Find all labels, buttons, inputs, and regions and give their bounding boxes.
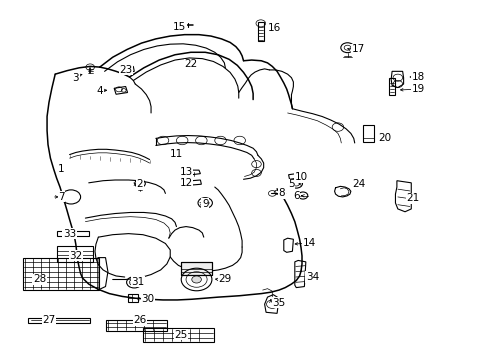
Text: 31: 31: [131, 276, 144, 287]
Text: 14: 14: [302, 238, 315, 248]
Bar: [181, 262, 211, 275]
Bar: [23, 258, 99, 290]
Text: 1: 1: [58, 165, 64, 174]
Text: 21: 21: [406, 193, 419, 203]
Bar: [388, 78, 394, 95]
Text: 25: 25: [174, 329, 187, 339]
Text: 35: 35: [272, 298, 285, 308]
Bar: [142, 328, 213, 342]
Text: 23: 23: [119, 65, 132, 75]
Text: 5: 5: [287, 179, 294, 189]
Text: 9: 9: [202, 199, 208, 209]
Bar: [127, 294, 138, 302]
Bar: [257, 22, 263, 41]
Text: 18: 18: [410, 72, 424, 82]
Text: 32: 32: [69, 251, 82, 261]
Bar: [57, 246, 92, 262]
Bar: [181, 262, 211, 275]
Text: 22: 22: [184, 59, 197, 69]
Text: 28: 28: [33, 274, 46, 284]
Bar: [105, 320, 166, 331]
Text: 27: 27: [42, 315, 56, 325]
Text: 20: 20: [377, 133, 390, 143]
Text: 3: 3: [72, 73, 79, 83]
Text: 16: 16: [267, 23, 280, 33]
Text: 6: 6: [292, 191, 299, 201]
Bar: [28, 318, 90, 323]
Text: 34: 34: [305, 272, 319, 282]
Text: 10: 10: [294, 172, 307, 182]
Text: 13: 13: [179, 167, 192, 177]
Text: 26: 26: [133, 315, 146, 325]
Text: 29: 29: [218, 274, 231, 284]
Text: 15: 15: [173, 22, 186, 32]
Text: 19: 19: [410, 84, 424, 94]
Text: 12: 12: [179, 178, 192, 188]
Text: 4: 4: [96, 86, 103, 96]
Text: 2: 2: [137, 179, 143, 189]
Text: 17: 17: [351, 45, 365, 54]
Text: 24: 24: [351, 179, 365, 189]
Text: 33: 33: [63, 229, 76, 239]
Text: 11: 11: [169, 149, 183, 158]
Text: 30: 30: [141, 294, 154, 304]
Circle shape: [191, 276, 201, 283]
Bar: [363, 125, 373, 142]
Text: 8: 8: [278, 188, 285, 198]
Text: 7: 7: [58, 192, 64, 202]
Bar: [57, 231, 89, 237]
